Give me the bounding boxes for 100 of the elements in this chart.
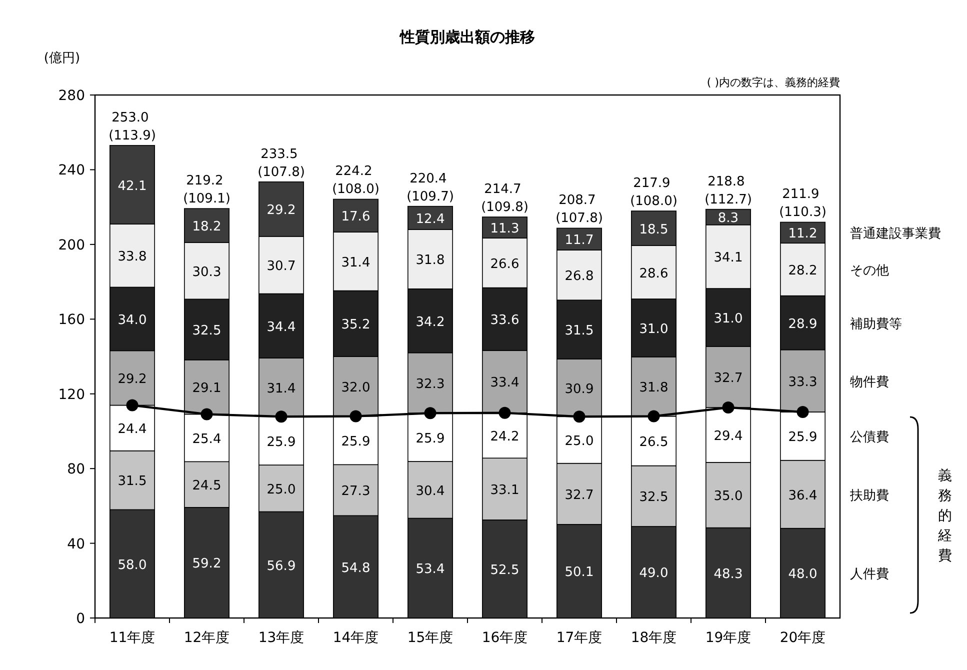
data-label: 48.0	[788, 567, 818, 582]
y-tick-label: 200	[58, 237, 85, 254]
series-label: その他	[850, 263, 889, 278]
data-label: 30.3	[192, 264, 222, 280]
data-label: 32.3	[416, 376, 445, 392]
data-label: 29.2	[118, 372, 147, 387]
x-tick-label: 20年度	[780, 630, 826, 646]
data-label: 18.2	[192, 220, 222, 235]
data-label: 12.4	[416, 212, 445, 227]
text: 義務的経費	[937, 468, 952, 564]
data-label: 31.8	[639, 380, 668, 396]
data-label: 31.4	[341, 255, 370, 270]
x-tick-label: 16年度	[482, 630, 528, 646]
data-label: 30.9	[564, 382, 594, 397]
data-label: 56.9	[266, 558, 296, 574]
data-label: 29.2	[266, 203, 296, 218]
data-label: 28.2	[788, 263, 818, 278]
data-label: 52.5	[490, 562, 520, 578]
data-label: 31.0	[639, 322, 668, 337]
data-label: 25.0	[564, 434, 594, 449]
data-label: 29.1	[192, 381, 222, 396]
data-label: 31.8	[416, 253, 445, 268]
data-label: 17.6	[341, 210, 370, 225]
data-label: 8.3	[718, 211, 739, 226]
data-label: 35.2	[341, 318, 370, 333]
data-label: 26.6	[490, 256, 520, 272]
data-label: 32.7	[714, 370, 743, 386]
data-label: 11.2	[788, 226, 818, 242]
data-label: 59.2	[192, 556, 222, 572]
total-label: 233.5 (107.8)	[258, 146, 305, 180]
y-tick-label: 280	[58, 88, 85, 104]
data-label: 58.0	[118, 558, 147, 573]
data-label: 30.4	[416, 484, 445, 499]
series-label: 普通建設事業費	[850, 226, 941, 242]
x-tick-label: 13年度	[258, 630, 304, 646]
data-label: 54.8	[341, 560, 370, 576]
data-label: 53.4	[416, 562, 445, 578]
data-label: 25.9	[341, 434, 370, 450]
data-label: 42.1	[118, 178, 147, 194]
x-tick-label: 18年度	[630, 630, 677, 646]
series-label: 物件費	[850, 374, 889, 390]
data-label: 34.1	[714, 250, 743, 266]
data-label: 24.4	[118, 422, 147, 438]
data-label: 36.4	[788, 488, 818, 504]
data-label: 11.7	[564, 233, 594, 248]
y-tick-label: 160	[58, 312, 85, 328]
data-label: 32.5	[192, 324, 222, 339]
data-label: 11.3	[490, 222, 520, 237]
series-label: 人件費	[850, 567, 889, 582]
data-label: 33.3	[788, 374, 818, 390]
data-label: 33.6	[490, 313, 520, 328]
total-label: 214.7 (109.8)	[481, 182, 528, 215]
data-label: 31.5	[118, 474, 147, 490]
data-label: 25.9	[266, 434, 296, 450]
data-label: 49.0	[639, 566, 668, 582]
data-label: 25.4	[192, 432, 222, 447]
x-tick-label: 19年度	[705, 630, 752, 646]
series-label: 補助費等	[850, 316, 902, 332]
x-tick-label: 11年度	[109, 630, 156, 646]
data-label: 34.4	[266, 320, 296, 335]
data-label: 25.9	[416, 431, 445, 446]
total-label: 253.0 (113.9)	[108, 110, 156, 144]
data-label: 33.1	[490, 483, 520, 498]
data-label: 25.9	[788, 430, 818, 446]
total-label: 208.7 (107.8)	[556, 193, 603, 226]
data-label: 25.0	[266, 482, 296, 498]
data-label: 29.4	[714, 428, 743, 444]
y-tick-label: 0	[76, 611, 85, 627]
data-label: 26.8	[564, 269, 594, 284]
series-label: 公債費	[850, 430, 889, 446]
data-label: 27.3	[341, 484, 370, 500]
data-label: 31.0	[714, 311, 743, 326]
y-tick-label: 240	[58, 162, 85, 179]
y-axis-title: (億円)	[44, 51, 80, 66]
x-tick-label: 12年度	[184, 630, 230, 646]
data-label: 24.5	[192, 478, 222, 494]
chart-title: 性質別歳出額の推移	[399, 28, 535, 46]
total-label: 211.9 (110.3)	[779, 187, 826, 220]
data-label: 31.4	[266, 381, 296, 396]
y-tick-label: 120	[58, 386, 85, 403]
data-label: 24.2	[490, 430, 520, 445]
data-label: 30.7	[266, 259, 296, 274]
x-tick-label: 14年度	[332, 630, 379, 646]
y-tick-label: 80	[67, 462, 85, 478]
data-label: 48.3	[714, 566, 743, 582]
y-tick-label: 40	[67, 536, 85, 552]
data-label: 32.5	[639, 490, 668, 506]
total-label: 217.9 (108.0)	[630, 176, 678, 209]
total-label: 224.2 (108.0)	[332, 164, 380, 198]
x-tick-label: 17年度	[556, 630, 602, 646]
series-label: 扶助費	[849, 488, 889, 504]
data-label: 32.0	[341, 380, 370, 396]
text: ( )内の数字は、義務的経費	[706, 76, 840, 89]
total-label: 219.2 (109.1)	[183, 174, 230, 207]
data-label: 34.2	[416, 314, 445, 330]
data-label: 50.1	[564, 565, 594, 580]
data-label: 34.0	[118, 312, 147, 328]
data-label: 28.6	[639, 266, 668, 282]
data-label: 33.8	[118, 250, 147, 265]
data-label: 28.9	[788, 316, 818, 332]
